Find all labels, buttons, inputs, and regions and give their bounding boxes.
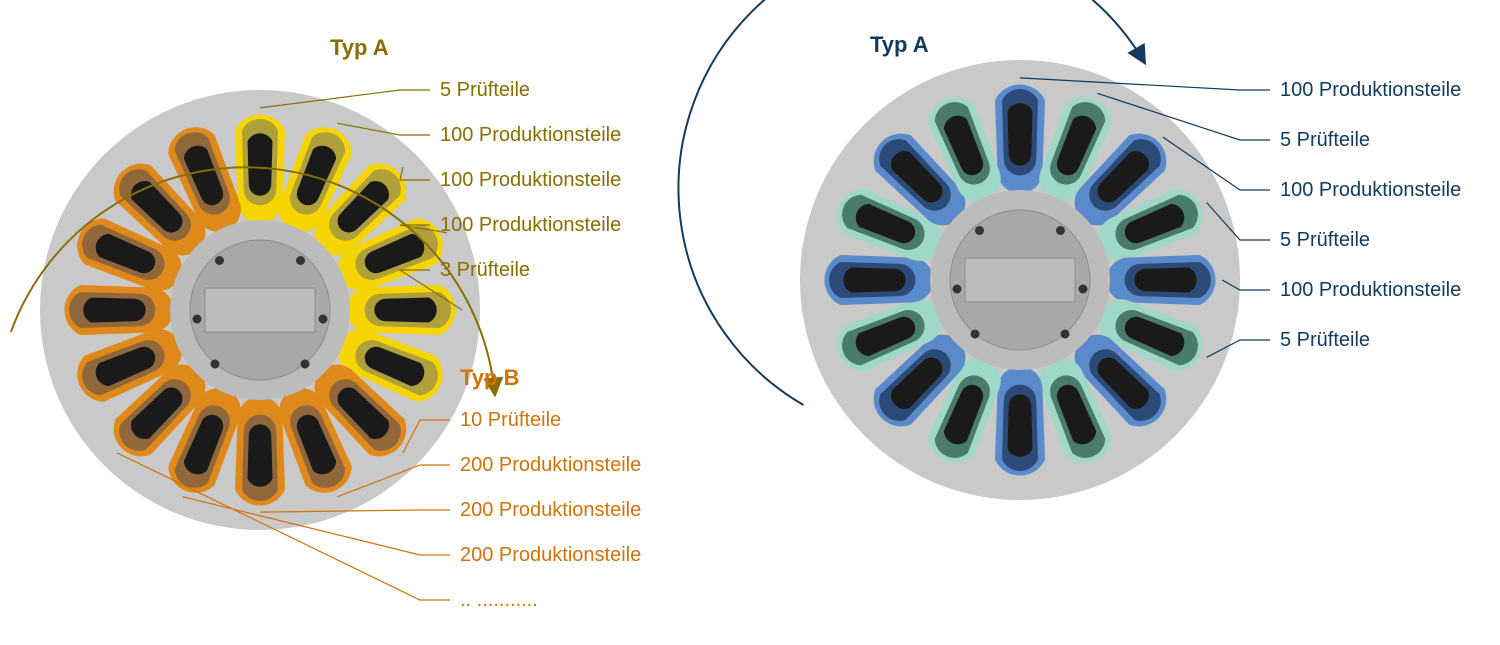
callout-label: 100 Produktionsteile <box>440 214 621 236</box>
callout-label: 5 Prüfteile <box>1280 229 1370 251</box>
callout-label: 100 Produktionsteile <box>1280 179 1461 201</box>
callout-label: 100 Produktionsteile <box>440 124 621 146</box>
group-heading: Typ B <box>460 365 519 390</box>
callout-label: 5 Prüfteile <box>440 79 530 101</box>
callout-label: 200 Produktionsteile <box>460 499 641 521</box>
group-heading: Typ A <box>870 32 929 57</box>
callout-label: 200 Produktionsteile <box>460 454 641 476</box>
callout-label: 200 Produktionsteile <box>460 544 641 566</box>
callout-label: 5 Prüfteile <box>1280 129 1370 151</box>
callout-label: 5 Prüfteile <box>1280 329 1370 351</box>
callout-label: .. ........... <box>460 589 538 611</box>
diagram-svg: Typ A 5 Prüfteile 100 Produktionsteile 100 … <box>0 0 1500 645</box>
callout-label: 3 Prüfteile <box>440 259 530 281</box>
diagram-container: Typ A 5 Prüfteile 100 Produktionsteile 100 … <box>0 0 1500 645</box>
callout-label: 100 Produktionsteile <box>440 169 621 191</box>
callout-label: 100 Produktionsteile <box>1280 79 1461 101</box>
group-heading: Typ A <box>330 35 389 60</box>
callout-label: 10 Prüfteile <box>460 409 561 431</box>
callout-label: 100 Produktionsteile <box>1280 279 1461 301</box>
